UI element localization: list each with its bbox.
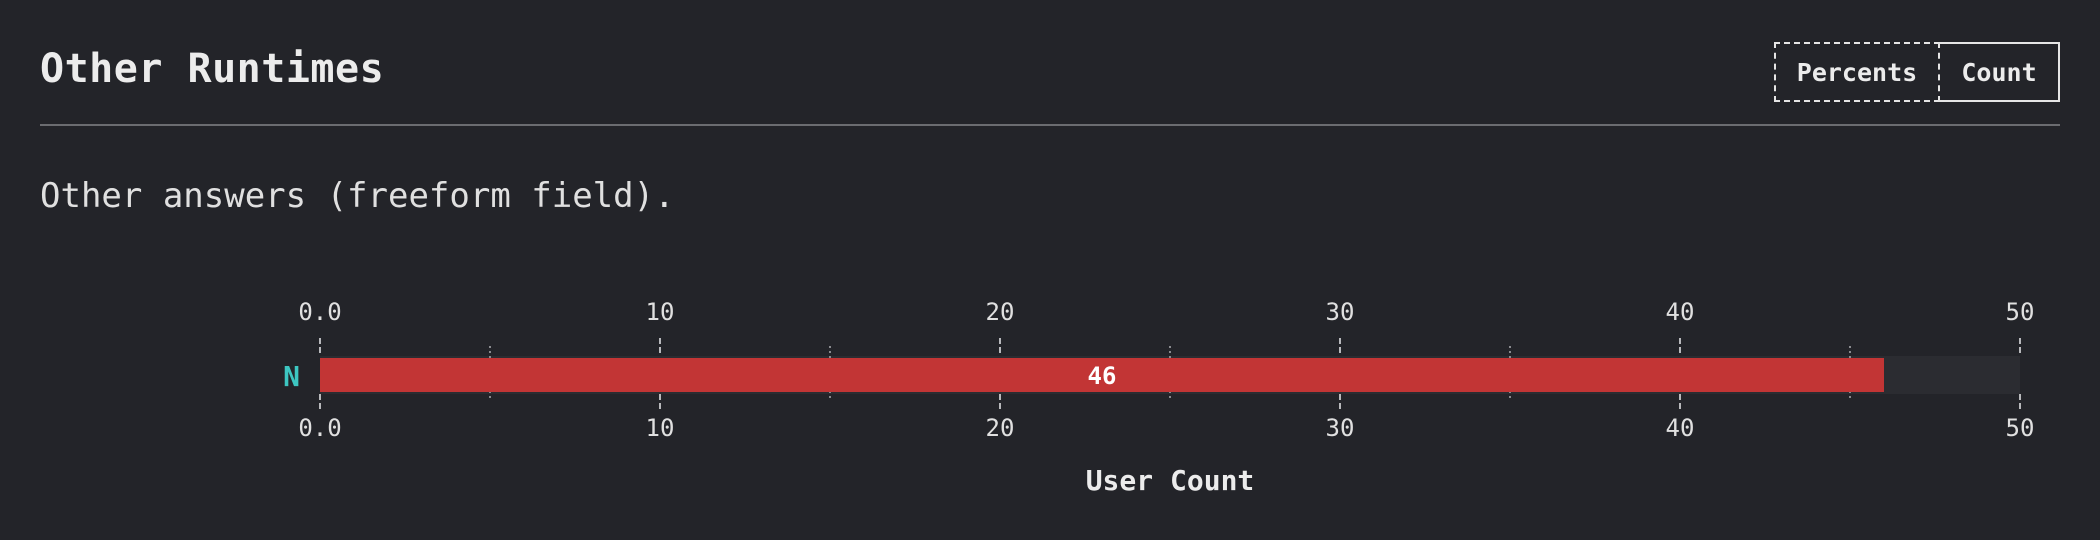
tick-label-bottom: 40: [1666, 414, 1695, 442]
section-description: Other answers (freeform field).: [40, 176, 675, 216]
count-button[interactable]: Count: [1940, 42, 2060, 102]
tick-label-top: 0.0: [298, 298, 341, 326]
tick-label-top: 50: [2006, 298, 2035, 326]
section-title: Other Runtimes: [40, 46, 385, 92]
tick-label-bottom: 0.0: [298, 414, 341, 442]
tick-label-top: 30: [1326, 298, 1355, 326]
tick-label-bottom: 50: [2006, 414, 2035, 442]
x-axis-title: User Count: [1086, 464, 1255, 497]
section-header: Other Runtimes Percents Count: [40, 0, 2060, 126]
tick-label-bottom: 10: [646, 414, 675, 442]
tick-label-bottom: 20: [986, 414, 1015, 442]
tick-label-top: 10: [646, 298, 675, 326]
tick-label-top: 20: [986, 298, 1015, 326]
tick-label-bottom: 30: [1326, 414, 1355, 442]
bar: [320, 358, 1884, 392]
category-label: N: [283, 360, 300, 393]
tick-label-top: 40: [1666, 298, 1695, 326]
percents-button[interactable]: Percents: [1774, 42, 1940, 102]
display-mode-toggle: Percents Count: [1774, 42, 2060, 102]
bar-value-label: 46: [1088, 362, 1117, 390]
